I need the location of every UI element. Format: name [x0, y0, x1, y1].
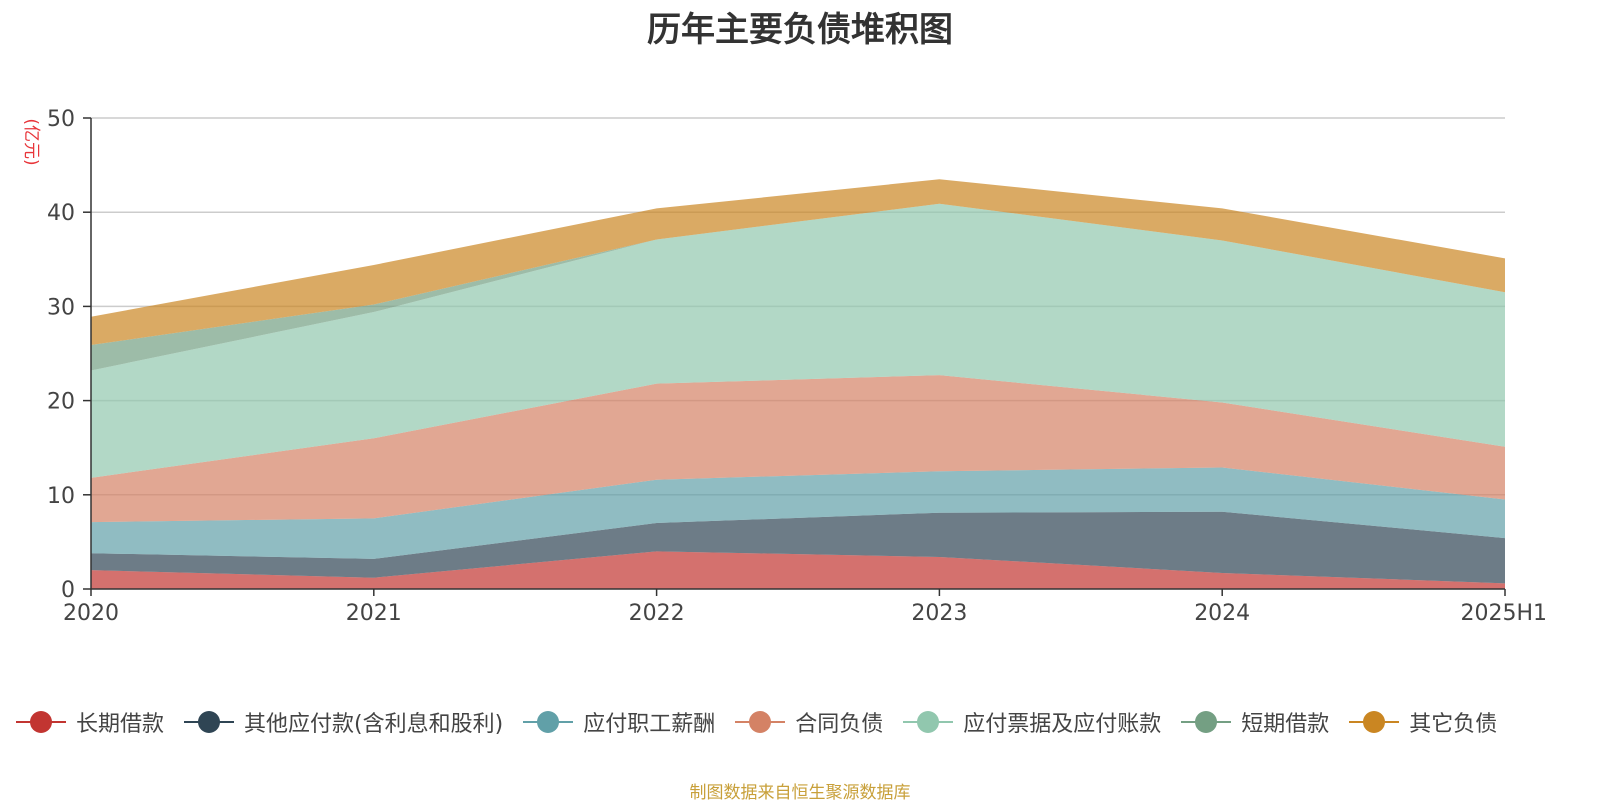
legend-marker-icon: [735, 710, 786, 734]
legend-label: 短期借款: [1241, 712, 1330, 737]
legend-marker-icon: [184, 710, 235, 734]
x-tick-label: 2021: [346, 601, 402, 626]
legend-marker-icon: [903, 710, 954, 734]
legend-item-5[interactable]: 应付票据及应付账款: [903, 706, 1161, 738]
y-tick-label: 20: [47, 390, 75, 415]
legend-label: 其他应付款(含利息和股利): [244, 712, 504, 737]
legend-label: 长期借款: [76, 712, 165, 737]
y-axis-label: (亿元): [21, 118, 41, 165]
legend-label: 其它负债: [1409, 712, 1498, 737]
x-tick-label: 2025H1: [1460, 601, 1547, 626]
legend-label: 合同负债: [795, 712, 884, 737]
area-series-7: [91, 179, 1505, 346]
area-series-layer: [91, 179, 1505, 589]
legend-item-6[interactable]: 短期借款: [1181, 706, 1329, 738]
source-note: 制图数据来自恒生聚源数据库: [689, 783, 911, 803]
legend-label: 应付职工薪酬: [583, 712, 716, 737]
y-tick-label: 50: [47, 107, 75, 132]
area-series-3: [91, 467, 1505, 559]
y-tick-label: 40: [47, 201, 75, 226]
x-tick-label: 2024: [1194, 601, 1250, 626]
legend-item-7[interactable]: 其它负债: [1349, 706, 1497, 738]
legend-item-3[interactable]: 应付职工薪酬: [523, 706, 715, 738]
legend-item-2[interactable]: 其他应付款(含利息和股利): [184, 706, 503, 738]
chart-title: 历年主要负债堆积图: [647, 10, 953, 50]
legend-item-4[interactable]: 合同负债: [735, 706, 883, 738]
legend: 长期借款 其他应付款(含利息和股利) 应付职工薪酬 合同负债 应付票据及应付账款 短期借款…: [16, 704, 1517, 740]
x-tick-label: 2023: [911, 601, 967, 626]
legend-marker-icon: [16, 710, 66, 734]
x-tick-label: 2022: [629, 601, 685, 626]
area-series-4: [91, 375, 1505, 523]
legend-marker-icon: [523, 710, 574, 734]
legend-label: 应付票据及应付账款: [963, 712, 1162, 737]
legend-marker-icon: [1349, 710, 1400, 734]
stacked-area-chart: 0 10 20 30 40 50 2020 2021 2022 2023 2024 2025H1 (亿…: [21, 107, 1547, 626]
area-series-1: [91, 551, 1505, 589]
area-series-2: [91, 511, 1505, 584]
y-tick-label: 30: [47, 295, 75, 320]
y-tick-label: 10: [47, 484, 75, 509]
axes: 0 10 20 30 40 50 2020 2021 2022 2023 2024 2025H1: [47, 107, 1547, 626]
legend-item-1[interactable]: 长期借款: [16, 706, 164, 738]
legend-marker-icon: [1181, 710, 1232, 734]
y-tick-label: 0: [61, 578, 75, 603]
x-tick-label: 2020: [63, 601, 119, 626]
area-series-5: [91, 203, 1505, 478]
